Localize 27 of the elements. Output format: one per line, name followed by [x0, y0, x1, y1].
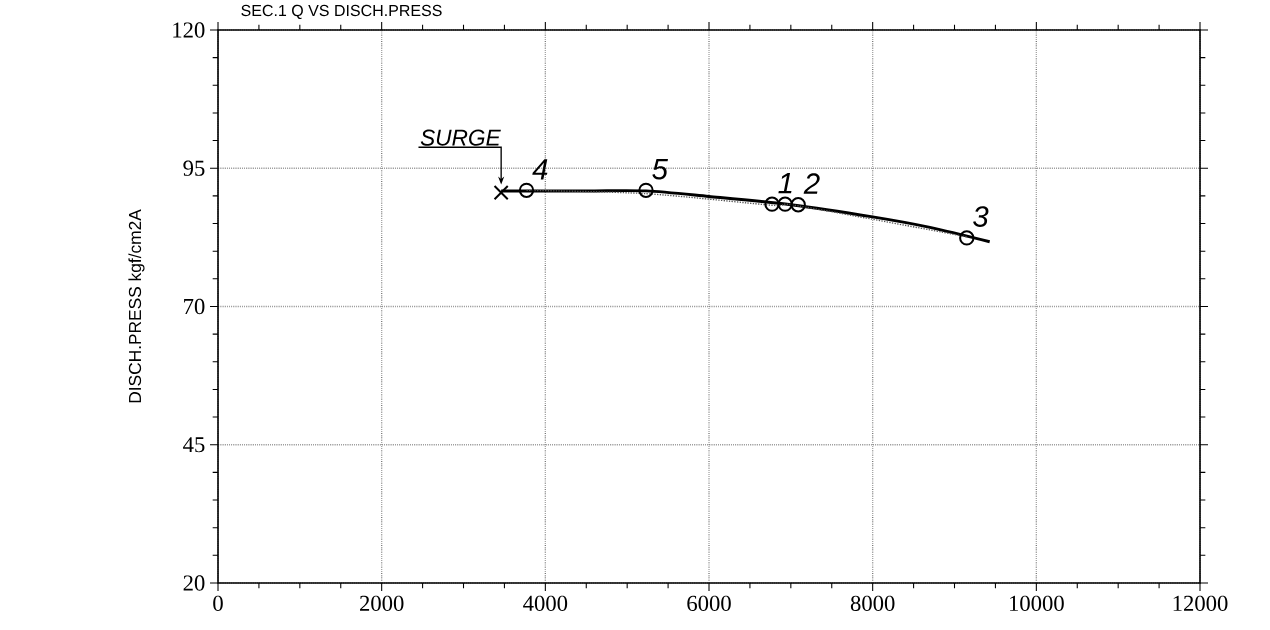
- x-tick-label: 0: [213, 595, 223, 611]
- x-tick-label: 6000: [687, 595, 731, 611]
- point: [790, 197, 806, 213]
- y-tick-label: 120: [173, 22, 205, 38]
- y-tick-label: 20: [183, 575, 205, 591]
- x-tick-label: 4000: [523, 595, 568, 611]
- annotation: 5: [652, 158, 668, 180]
- annotation: 3: [973, 206, 989, 227]
- y-tick-label: 45: [183, 437, 205, 453]
- x-tick-label: 2000: [360, 595, 404, 611]
- annotation: 4: [532, 159, 548, 180]
- point: [959, 230, 975, 246]
- annotation: 1: [778, 173, 792, 194]
- y-tick-label: 70: [184, 298, 205, 315]
- point: [638, 182, 654, 199]
- x-tick-label: 8000: [850, 595, 895, 611]
- point: [764, 196, 780, 212]
- point: [777, 196, 793, 212]
- x-tick-label: 10000: [1009, 595, 1064, 611]
- chart-title: SEC.1 Q VS DISCH.PRESS: [241, 4, 442, 20]
- y-axis-title: DISCH.PRESS kgf/cm2A: [128, 209, 145, 403]
- annotation: 2: [803, 173, 820, 194]
- point: [518, 182, 535, 199]
- y-tick-label: 95: [183, 160, 205, 176]
- point: [493, 184, 509, 201]
- annotation: SURGE: [420, 129, 501, 146]
- x-tick-label: 12000: [1173, 595, 1228, 611]
